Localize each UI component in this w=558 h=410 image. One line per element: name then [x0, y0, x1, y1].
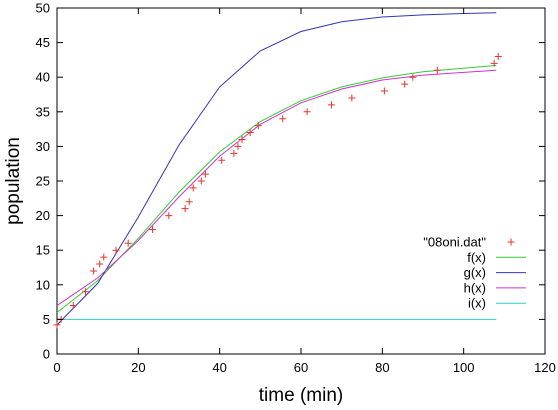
data-point [112, 246, 120, 254]
y-axis: 0 5 10 15 20 25 30 35 40 45 50 [36, 1, 545, 362]
x-tick-label: 40 [212, 360, 226, 375]
legend-label: "08oni.dat" [423, 235, 486, 250]
y-tick-label: 5 [43, 312, 50, 327]
y-tick-label: 50 [36, 1, 50, 16]
y-tick-label: 0 [43, 347, 50, 362]
legend-label: f(x) [467, 250, 486, 265]
y-tick-label: 10 [36, 277, 50, 292]
legend-label: g(x) [464, 265, 486, 280]
data-point [69, 302, 77, 310]
data-point [494, 52, 502, 60]
legend-label: h(x) [464, 280, 486, 295]
data-point [490, 59, 498, 67]
x-tick-label: 60 [294, 360, 308, 375]
y-tick-label: 40 [36, 70, 50, 85]
legend: "08oni.dat"f(x)g(x)h(x)i(x) [423, 235, 526, 311]
y-tick-label: 15 [36, 243, 50, 258]
x-axis: 0 20 40 60 80 100 120 [53, 8, 556, 375]
data-point [124, 239, 132, 247]
data-point [100, 253, 108, 261]
data-point [230, 149, 238, 157]
y-tick-label: 25 [36, 174, 50, 189]
y-tick-label: 35 [36, 104, 50, 119]
data-point [303, 108, 311, 116]
data-point [328, 101, 335, 109]
data-point [201, 170, 209, 178]
y-axis-title: population [3, 137, 24, 225]
data-point [401, 80, 409, 88]
data-point [165, 212, 173, 220]
data-point [53, 321, 61, 329]
data-point [81, 288, 89, 296]
data-point [246, 129, 254, 137]
data-point [185, 198, 193, 206]
data-point [409, 73, 417, 81]
series-line-gx [56, 12, 497, 326]
y-tick-label: 20 [36, 208, 50, 223]
x-axis-title: time (min) [259, 385, 343, 406]
x-tick-label: 100 [453, 360, 475, 375]
data-point [238, 135, 246, 143]
data-point [96, 260, 104, 268]
data-point [90, 267, 98, 275]
data-point [234, 142, 242, 150]
data-point [189, 184, 197, 192]
data-point [218, 156, 226, 164]
data-point [197, 177, 205, 185]
series-line-hx [56, 69, 497, 307]
y-tick-label: 30 [36, 139, 50, 154]
data-point [380, 87, 388, 95]
data-point [149, 225, 157, 233]
x-tick-label: 0 [53, 360, 60, 375]
legend-label: i(x) [468, 296, 486, 311]
data-point [433, 66, 441, 74]
y-tick-label: 45 [36, 35, 50, 50]
data-point [348, 94, 356, 102]
data-point [181, 205, 189, 213]
series-line-fx [56, 64, 497, 313]
x-tick-label: 120 [534, 360, 556, 375]
data-point [279, 115, 287, 123]
legend-marker [507, 238, 515, 246]
x-tick-label: 20 [131, 360, 145, 375]
x-tick-label: 80 [375, 360, 389, 375]
data-point [254, 122, 262, 130]
